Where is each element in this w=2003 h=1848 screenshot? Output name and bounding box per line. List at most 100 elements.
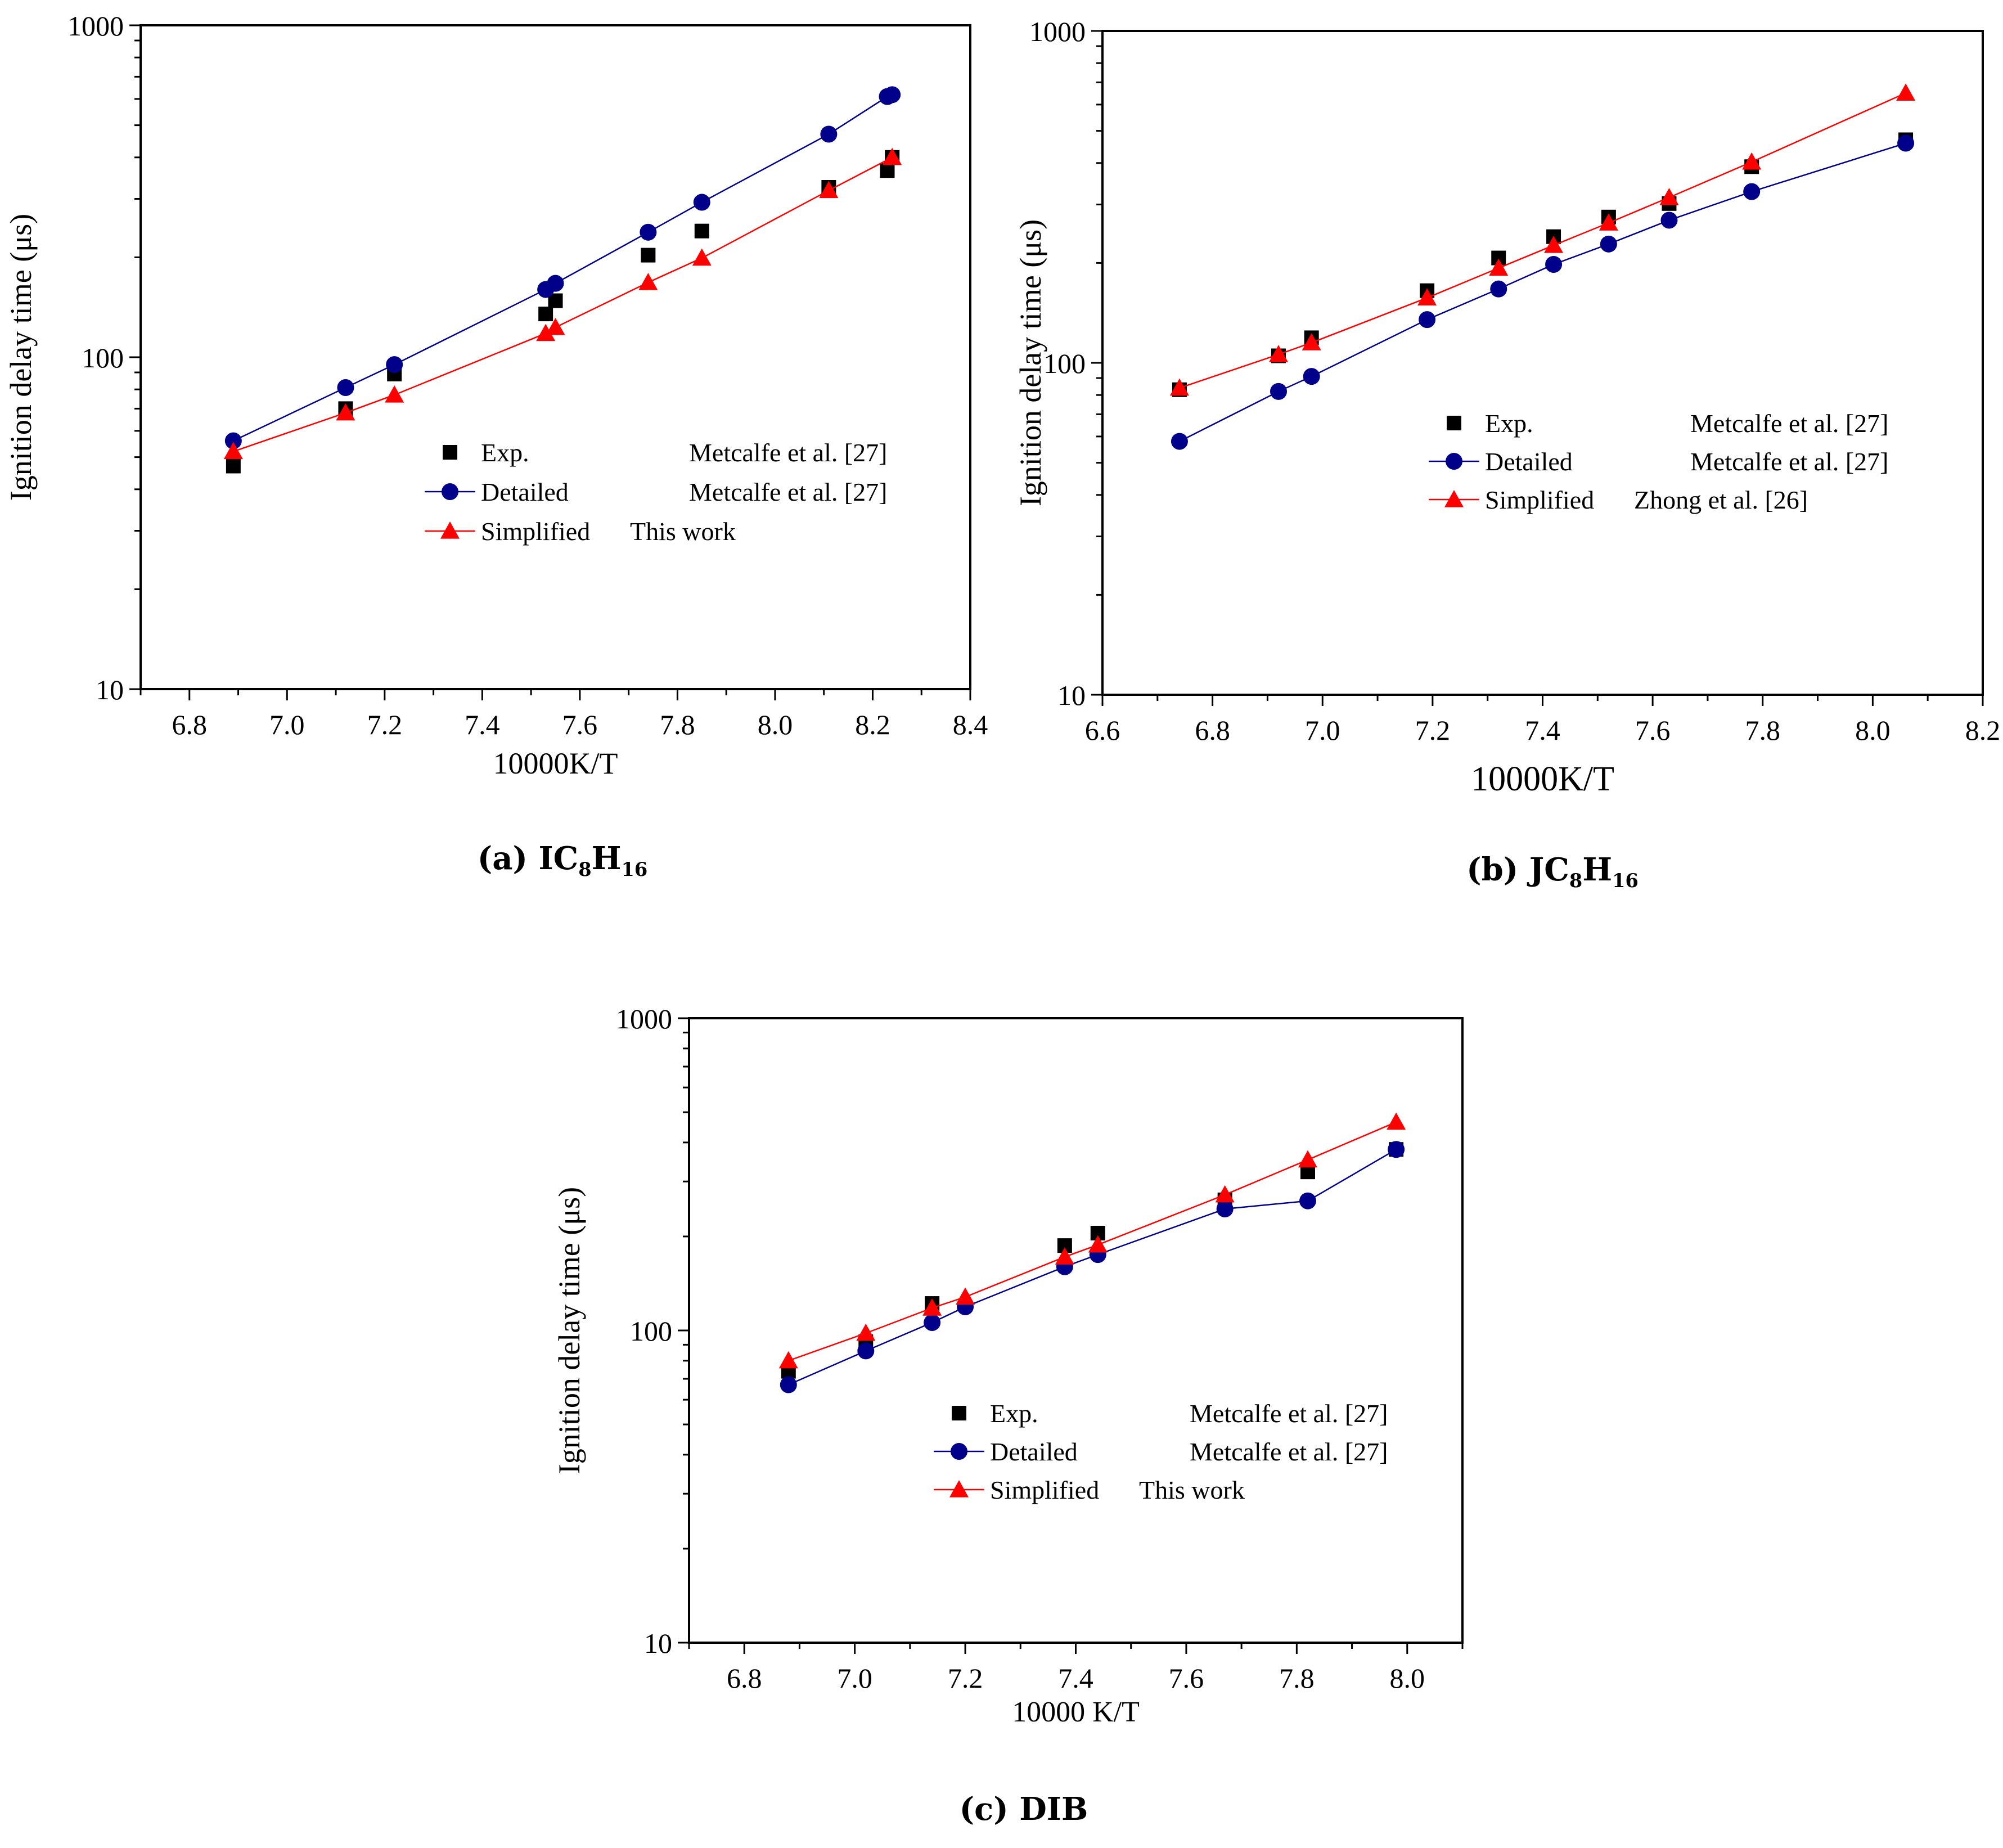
data-point-triangle [1169, 378, 1189, 396]
data-point-triangle [1298, 1150, 1317, 1168]
data-point-triangle [1055, 1247, 1074, 1265]
data-point-circle [1545, 255, 1563, 273]
data-point-triangle [1659, 187, 1679, 205]
x-tick-label: 7.8 [1279, 1662, 1315, 1694]
data-point-triangle [1489, 258, 1509, 276]
series-simplified [223, 147, 902, 460]
data-point-circle [386, 356, 403, 374]
data-point-triangle [1544, 236, 1564, 253]
data-point-triangle [778, 1351, 798, 1369]
y-tick-label: 1000 [1029, 16, 1086, 47]
x-tick-label: 7.4 [465, 709, 500, 740]
x-tick-label: 7.2 [1415, 714, 1451, 746]
x-tick-label: 6.8 [1195, 714, 1230, 746]
x-axis-title: 10000K/T [1471, 760, 1614, 798]
data-point-triangle [336, 403, 355, 421]
data-point-circle [1216, 1200, 1234, 1218]
x-tick-label: 7.0 [837, 1662, 872, 1694]
data-point-triangle [1088, 1235, 1108, 1253]
legend-label: Exp. [990, 1399, 1038, 1428]
data-point-circle [1303, 368, 1320, 385]
data-point-triangle [638, 273, 658, 290]
legend-marker-circle [1446, 453, 1462, 470]
caption-mid: H [1582, 851, 1612, 888]
data-point-circle [1490, 280, 1507, 298]
data-point-square [694, 223, 709, 239]
legend-source: Metcalfe et al. [27] [1190, 1399, 1388, 1428]
legend-label: Simplified [481, 517, 590, 546]
data-point-circle [1660, 212, 1678, 229]
legend-source: Metcalfe et al. [27] [689, 438, 887, 467]
legend-marker-triangle [440, 521, 460, 539]
data-point-triangle [819, 181, 839, 199]
data-point-circle [640, 223, 657, 241]
series-detailed [1171, 134, 1915, 450]
plot-frame [139, 24, 971, 690]
series-line [1179, 142, 1906, 442]
y-tick-label: 1000 [67, 10, 124, 42]
data-point-circle [1299, 1192, 1316, 1209]
series-line [788, 1149, 1397, 1386]
legend-label: Simplified [1485, 485, 1594, 514]
data-point-triangle [1215, 1185, 1235, 1203]
legend-marker-circle [442, 483, 458, 500]
caption-sub1: 8 [578, 858, 591, 880]
x-tick-label: 6.6 [1085, 714, 1120, 746]
series-detailed [224, 86, 901, 449]
legend-source: This work [1139, 1476, 1245, 1504]
x-tick-label: 7.2 [948, 1662, 983, 1694]
y-tick-label: 100 [1043, 348, 1086, 379]
series-line [233, 156, 893, 452]
series-detailed [780, 1141, 1405, 1393]
y-axis-title: Ignition delay time (μs) [552, 1187, 586, 1474]
data-point-square [538, 307, 553, 322]
data-point-circle [1419, 311, 1436, 329]
legend-marker-square [952, 1406, 966, 1420]
x-tick-label: 7.4 [1525, 714, 1560, 746]
y-tick-label: 1000 [616, 1003, 672, 1035]
legend-label: Detailed [990, 1437, 1078, 1466]
legend-label: Detailed [1485, 447, 1573, 476]
x-tick-label: 7.8 [660, 709, 695, 740]
legend-label: Detailed [481, 478, 569, 506]
x-tick-label: 8.0 [1390, 1662, 1425, 1694]
series-simplified [778, 1112, 1406, 1369]
caption-sub1: 8 [1569, 869, 1582, 892]
chart-panel-3: 6.8 7.0 7.2 7.4 7.6 7.8 8.0 10 100 1000 10000 K/T I… [552, 1003, 1464, 1828]
y-tick-label: 10 [1057, 680, 1086, 711]
legend-source: Metcalfe et al. [27] [1690, 447, 1888, 476]
data-point-triangle [1742, 152, 1762, 170]
x-tick-label: 7.8 [1745, 714, 1781, 746]
y-tick-label: 100 [630, 1315, 672, 1347]
legend-source: This work [630, 517, 736, 546]
panel-caption: (c) DIB [960, 1791, 1088, 1828]
data-point-triangle [1599, 213, 1618, 231]
data-point-circle [780, 1376, 797, 1393]
x-tick-label: 7.0 [1305, 714, 1340, 746]
legend-marker-square [443, 445, 457, 460]
data-point-square [641, 248, 656, 263]
data-point-triangle [856, 1323, 876, 1341]
legend-source: Metcalfe et al. [27] [1190, 1437, 1388, 1466]
caption-prefix: (c) DIB [960, 1791, 1088, 1828]
x-axis-title: 10000K/T [493, 747, 618, 780]
y-tick-label: 10 [644, 1627, 672, 1659]
legend-marker-square [1447, 416, 1461, 430]
data-point-circle [1171, 433, 1188, 450]
x-tick-label: 7.6 [1635, 714, 1671, 746]
data-point-circle [1270, 383, 1287, 400]
data-point-triangle [1417, 288, 1437, 306]
x-tick-label: 7.6 [562, 709, 598, 740]
legend-marker-triangle [949, 1480, 969, 1498]
data-point-circle [1897, 134, 1915, 152]
caption-prefix: (a) IC [478, 840, 579, 877]
y-axis-title: Ignition delay time (μs) [4, 214, 38, 501]
x-tick-label: 8.0 [758, 709, 793, 740]
data-point-square [880, 163, 895, 178]
legend-source: Metcalfe et al. [27] [689, 478, 887, 506]
x-tick-label: 7.6 [1169, 1662, 1204, 1694]
panel-caption: (a) IC8H16 [478, 840, 648, 880]
x-tick-label: 6.8 [727, 1662, 762, 1694]
data-point-triangle [1302, 333, 1321, 350]
